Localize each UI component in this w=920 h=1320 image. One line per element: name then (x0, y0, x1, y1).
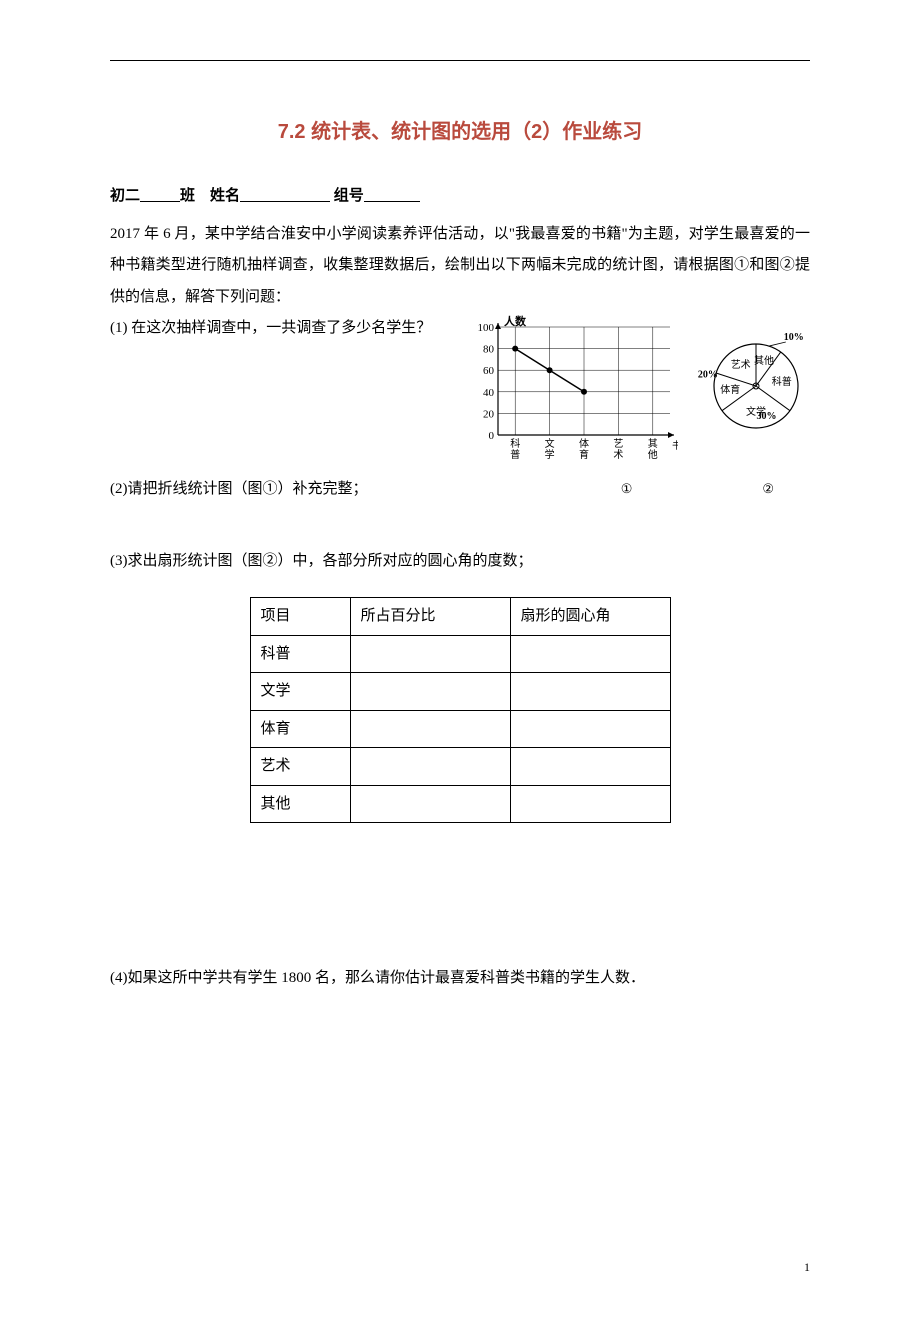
svg-text:60: 60 (483, 365, 495, 377)
table-cell (350, 748, 510, 786)
class-blank[interactable] (140, 187, 180, 202)
table-cell (350, 673, 510, 711)
table-row: 文学 (250, 673, 670, 711)
top-rule (110, 60, 810, 61)
svg-text:科: 科 (510, 437, 520, 450)
svg-text:40: 40 (483, 387, 495, 399)
svg-text:文: 文 (545, 437, 555, 450)
svg-text:育: 育 (579, 448, 589, 461)
svg-text:体: 体 (579, 438, 589, 450)
table-cell (510, 748, 670, 786)
svg-text:他: 他 (648, 448, 658, 461)
fig1-label: ① (621, 475, 633, 502)
question-2: (2)请把折线统计图（图①）补充完整； (110, 474, 368, 506)
table-cell (350, 635, 510, 673)
fig2-label: ② (762, 475, 774, 502)
pie-chart: 其他10%科普文学30%体育艺术20% (692, 313, 812, 443)
svg-text:10%: 10% (784, 332, 804, 343)
question-1: (1) 在这次抽样调查中，一共调查了多少名学生？ (110, 313, 460, 345)
student-info-line: 初二 班 姓名 组号 (110, 181, 810, 213)
svg-text:术: 术 (613, 449, 623, 461)
svg-text:学: 学 (545, 448, 555, 461)
table-cell: 科普 (250, 635, 350, 673)
table-row: 科普 (250, 635, 670, 673)
svg-text:艺术: 艺术 (731, 359, 751, 371)
svg-text:人数: 人数 (504, 314, 527, 328)
line-chart: 20 40 60 80 100 0 人数科普 文学 体育 艺术 其他 书籍类型 (468, 313, 678, 463)
svg-text:20%: 20% (698, 370, 718, 381)
table-row: 其他 (250, 785, 670, 823)
svg-text:30%: 30% (757, 411, 777, 422)
table-cell: 其他 (250, 785, 350, 823)
svg-text:其他: 其他 (754, 354, 774, 367)
svg-text:书籍类型: 书籍类型 (672, 439, 678, 452)
class-label: 班 (180, 188, 195, 204)
svg-text:80: 80 (483, 344, 495, 356)
table-cell (510, 635, 670, 673)
svg-text:体育: 体育 (720, 383, 740, 396)
table-cell (510, 673, 670, 711)
table-cell (350, 785, 510, 823)
table-row: 项目所占百分比扇形的圆心角 (250, 598, 670, 636)
table-cell (510, 785, 670, 823)
question-3: (3)求出扇形统计图（图②）中，各部分所对应的圆心角的度数； (110, 546, 810, 578)
table-cell: 文学 (250, 673, 350, 711)
svg-text:科普: 科普 (772, 375, 792, 388)
table-header-cell: 所占百分比 (350, 598, 510, 636)
svg-text:艺: 艺 (613, 438, 623, 450)
table-cell (350, 710, 510, 748)
answer-table: 项目所占百分比扇形的圆心角科普文学体育艺术其他 (250, 597, 671, 823)
table-header-cell: 扇形的圆心角 (510, 598, 670, 636)
svg-text:100: 100 (478, 322, 495, 334)
svg-text:普: 普 (510, 448, 520, 461)
group-blank[interactable] (364, 187, 420, 202)
table-row: 艺术 (250, 748, 670, 786)
group-label: 组号 (334, 188, 364, 204)
grade-prefix: 初二 (110, 188, 140, 204)
page-number: 1 (110, 1255, 810, 1280)
svg-text:20: 20 (483, 408, 495, 420)
table-cell: 体育 (250, 710, 350, 748)
svg-text:0: 0 (489, 430, 495, 442)
name-label: 姓名 (210, 188, 240, 204)
worksheet-title: 7.2 统计表、统计图的选用（2）作业练习 (110, 111, 810, 153)
name-blank[interactable] (240, 187, 330, 202)
table-cell (510, 710, 670, 748)
intro-paragraph: 2017 年 6 月，某中学结合淮安中小学阅读素养评估活动，以"我最喜爱的书籍"… (110, 219, 810, 314)
question-4: (4)如果这所中学共有学生 1800 名，那么请你估计最喜爱科普类书籍的学生人数… (110, 963, 810, 995)
svg-text:其: 其 (648, 438, 658, 450)
table-cell: 艺术 (250, 748, 350, 786)
table-header-cell: 项目 (250, 598, 350, 636)
table-row: 体育 (250, 710, 670, 748)
